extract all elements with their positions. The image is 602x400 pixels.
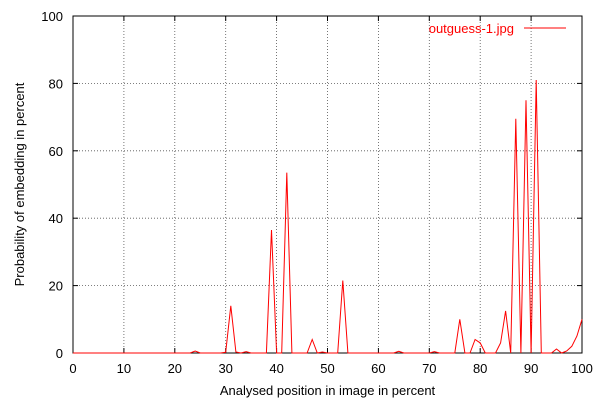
y-axis-label: Probability of embedding in percent	[12, 82, 27, 286]
x-tick-label: 10	[117, 361, 131, 376]
y-tick-label: 80	[49, 76, 63, 91]
y-tick-label: 60	[49, 144, 63, 159]
series-line	[73, 79, 583, 354]
x-tick-label: 60	[371, 361, 385, 376]
x-tick-labels: 0 10 20 30 40 50 60 70 80 90 100	[69, 361, 592, 376]
grid-lines	[73, 16, 582, 353]
y-tick-label: 40	[49, 211, 63, 226]
legend-label: outguess-1.jpg	[429, 21, 514, 36]
x-tick-label: 100	[571, 361, 593, 376]
x-tick-label: 40	[269, 361, 283, 376]
x-tick-label: 50	[320, 361, 334, 376]
y-tick-label: 0	[56, 346, 63, 361]
series-layer	[73, 79, 583, 354]
x-tick-label: 0	[69, 361, 76, 376]
y-tick-label: 100	[41, 9, 63, 24]
y-tick-label: 20	[49, 279, 63, 294]
x-tick-label: 30	[218, 361, 232, 376]
y-tick-labels: 0 20 40 60 80 100	[41, 9, 63, 361]
legend: outguess-1.jpg	[429, 21, 566, 36]
x-tick-label: 70	[422, 361, 436, 376]
x-axis-label: Analysed position in image in percent	[220, 383, 436, 398]
x-tick-label: 90	[524, 361, 538, 376]
x-tick-label: 20	[168, 361, 182, 376]
x-tick-label: 80	[473, 361, 487, 376]
